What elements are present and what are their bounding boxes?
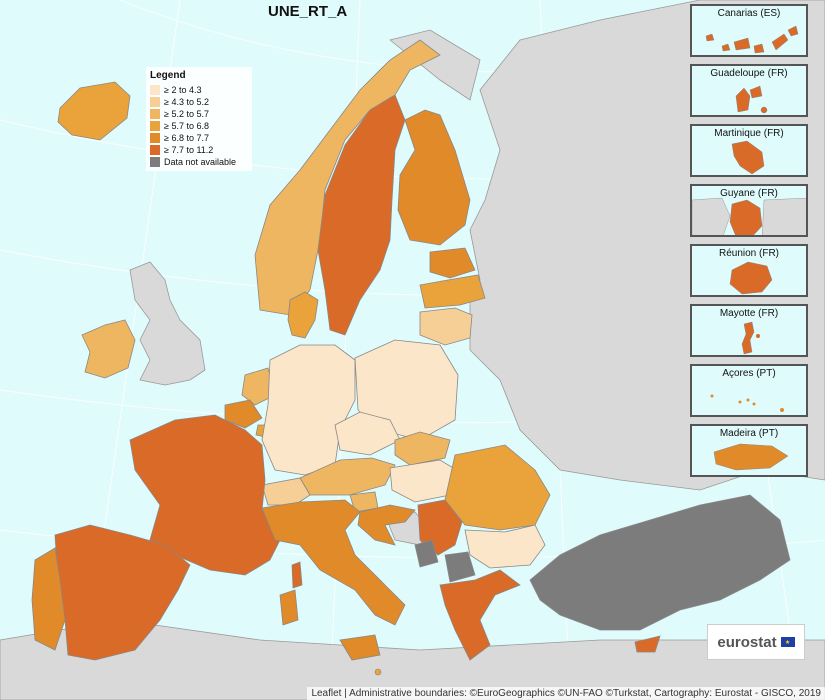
legend-item: ≥ 2 to 4.3 [150,84,248,96]
legend-item: ≥ 6.8 to 7.7 [150,132,248,144]
legend-swatch [150,109,160,119]
legend-label: ≥ 6.8 to 7.7 [164,133,209,143]
eurostat-logo: eurostat ★ [707,624,805,660]
legend-label: ≥ 7.7 to 11.2 [164,145,214,155]
logo-text: eurostat [717,633,777,651]
inset-label: Guadeloupe (FR) [710,68,788,79]
country-portugal[interactable] [31,547,66,651]
inset-label: Martinique (FR) [714,128,784,139]
country-belgium[interactable] [224,399,263,429]
inset-label: Açores (PT) [722,368,776,379]
country-france[interactable] [129,414,281,576]
legend-swatch [150,121,160,131]
country-sardinia[interactable] [279,589,299,626]
legend-swatch [150,85,160,95]
country-montenegro[interactable] [414,539,439,568]
country-corsica[interactable] [291,561,303,589]
country-north-macedonia[interactable] [444,551,476,583]
legend-item: Data not available [150,156,248,168]
inset-label: Madeira (PT) [719,428,779,439]
inset-map [705,25,799,54]
country-greece[interactable] [439,569,521,661]
inset-label: Canarias (ES) [717,8,781,19]
legend-item: ≥ 5.7 to 6.8 [150,120,248,132]
country-ireland[interactable] [81,319,136,379]
country-switzerland[interactable] [261,477,311,506]
country-estonia[interactable] [429,247,476,279]
legend-panel: Legend ≥ 2 to 4.3 ≥ 4.3 to 5.2 ≥ 5.2 to … [146,67,252,171]
country-lithuania[interactable] [419,307,473,346]
country-cyprus[interactable] [634,635,661,653]
map-title: UNE_RT_A [268,3,348,20]
country-slovakia[interactable] [394,431,451,466]
country-latvia[interactable] [419,274,486,309]
legend-item: ≥ 5.2 to 5.7 [150,108,248,120]
legend-swatch [150,157,160,167]
inset-acores[interactable]: Açores (PT) [690,364,808,417]
inset-map [741,321,760,355]
inset-map [729,261,773,295]
country-finland[interactable] [397,109,471,246]
inset-madeira[interactable]: Madeira (PT) [690,424,808,477]
legend-label: Data not available [164,157,237,167]
inset-label: Guyane (FR) [720,188,778,199]
country-germany[interactable] [261,344,356,476]
legend-item: ≥ 7.7 to 11.2 [150,144,248,156]
country-sicily[interactable] [339,634,381,661]
legend-swatch [150,133,160,143]
country-netherlands[interactable] [241,367,276,406]
country-iceland[interactable] [57,81,131,141]
legend-item: ≥ 4.3 to 5.2 [150,96,248,108]
legend-swatch [150,145,160,155]
country-italy[interactable] [261,499,406,626]
legend-swatch [150,97,160,107]
inset-guadeloupe[interactable]: Guadeloupe (FR) [690,64,808,117]
inset-martinique[interactable]: Martinique (FR) [690,124,808,177]
legend-label: ≥ 5.2 to 5.7 [164,109,209,119]
inset-guyane[interactable]: Guyane (FR) [690,184,808,237]
country-austria[interactable] [299,457,396,496]
legend-label: ≥ 4.3 to 5.2 [164,97,209,107]
inset-map [710,394,784,412]
inset-reunion[interactable]: Réunion (FR) [690,244,808,297]
country-turkey[interactable] [529,494,791,631]
map-attribution: Leaflet | Administrative boundaries: ©Eu… [307,687,825,700]
inset-label: Réunion (FR) [718,248,780,259]
inset-map [731,140,765,175]
country-denmark[interactable] [287,291,319,339]
country-malta[interactable] [374,668,382,676]
country-croatia[interactable] [357,504,416,546]
legend-title: Legend [150,70,186,81]
inset-label: Mayotte (FR) [719,308,779,319]
inset-map [713,443,789,471]
inset-mayotte[interactable]: Mayotte (FR) [690,304,808,357]
inset-map [692,197,806,235]
country-sweden[interactable] [317,94,406,336]
legend-label: ≥ 5.7 to 6.8 [164,121,209,131]
inset-map [735,85,768,114]
inset-canarias[interactable]: Canarias (ES) [690,4,808,57]
eu-flag-icon: ★ [780,637,795,647]
country-bulgaria[interactable] [464,524,546,569]
legend-label: ≥ 2 to 4.3 [164,85,202,95]
